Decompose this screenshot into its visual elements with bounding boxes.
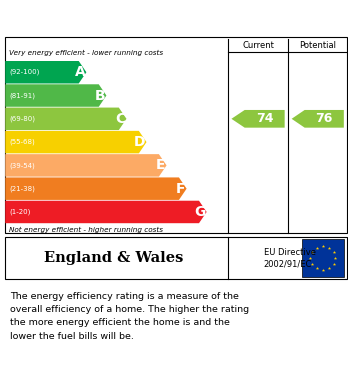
- Text: (39-54): (39-54): [9, 162, 35, 169]
- Polygon shape: [5, 178, 187, 200]
- Text: A: A: [74, 65, 85, 79]
- Text: (55-68): (55-68): [9, 139, 35, 145]
- Text: Current: Current: [242, 41, 274, 50]
- Text: (92-100): (92-100): [9, 69, 40, 75]
- Polygon shape: [292, 110, 344, 128]
- Text: EU Directive: EU Directive: [264, 248, 316, 257]
- Polygon shape: [5, 154, 167, 177]
- Text: 76: 76: [316, 112, 333, 125]
- Polygon shape: [5, 61, 86, 84]
- Text: The energy efficiency rating is a measure of the
overall efficiency of a home. T: The energy efficiency rating is a measur…: [10, 292, 250, 341]
- Text: (21-38): (21-38): [9, 185, 35, 192]
- Text: C: C: [115, 112, 125, 126]
- Text: (69-80): (69-80): [9, 116, 35, 122]
- Text: 2002/91/EC: 2002/91/EC: [264, 260, 312, 269]
- Text: Not energy efficient - higher running costs: Not energy efficient - higher running co…: [9, 227, 163, 233]
- Text: 74: 74: [256, 112, 274, 125]
- Text: Very energy efficient - lower running costs: Very energy efficient - lower running co…: [9, 50, 163, 56]
- Polygon shape: [231, 110, 285, 128]
- Polygon shape: [5, 84, 106, 107]
- Polygon shape: [5, 201, 207, 223]
- Text: G: G: [194, 205, 206, 219]
- Text: Energy Efficiency Rating: Energy Efficiency Rating: [10, 10, 232, 25]
- Text: F: F: [176, 182, 185, 196]
- Polygon shape: [5, 108, 126, 130]
- Bar: [302, 239, 344, 277]
- Text: England & Wales: England & Wales: [44, 251, 184, 265]
- Text: E: E: [156, 158, 166, 172]
- Text: (81-91): (81-91): [9, 92, 35, 99]
- Text: D: D: [134, 135, 145, 149]
- Text: (1-20): (1-20): [9, 209, 31, 215]
- Text: Potential: Potential: [299, 41, 336, 50]
- Polygon shape: [5, 131, 147, 153]
- Text: B: B: [95, 88, 105, 102]
